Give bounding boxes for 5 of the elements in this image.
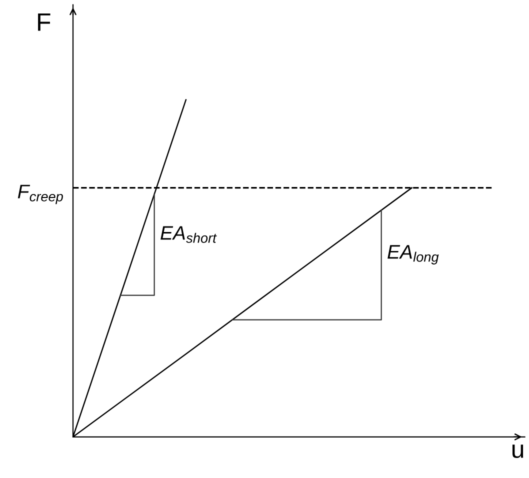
annotation: EA$_{long}$: [388, 245, 439, 264]
x-axis-title: u: [512, 444, 524, 458]
ref-line-label: F$_{creep}$: [18, 184, 63, 204]
y-axis-title: F: [38, 13, 50, 31]
annotation: EA$_{short}$: [160, 226, 217, 243]
